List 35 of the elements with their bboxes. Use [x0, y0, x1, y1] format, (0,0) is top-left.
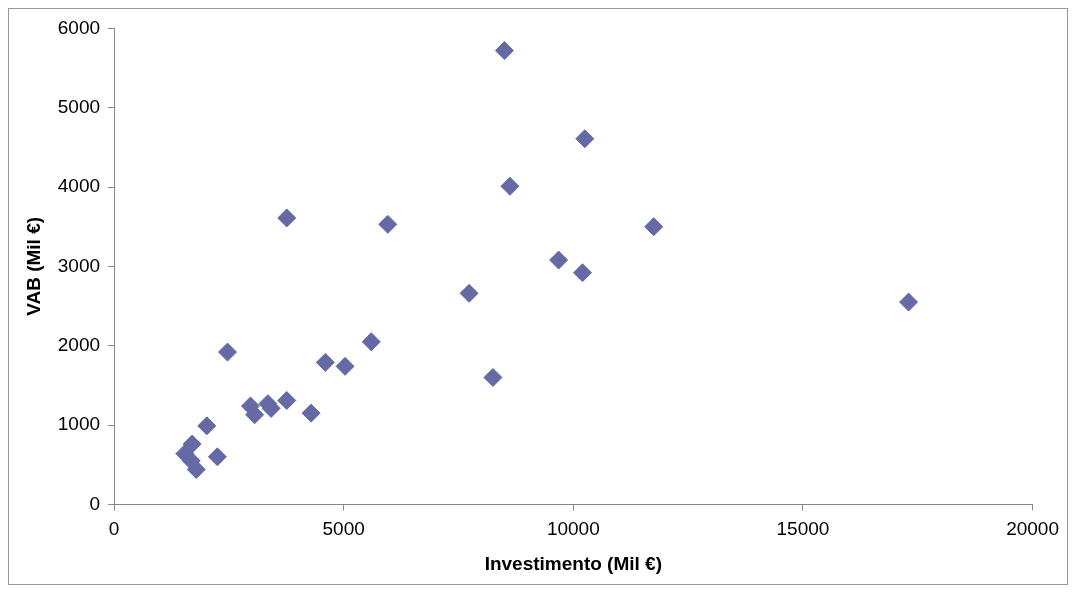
point [483, 367, 503, 387]
point [301, 403, 321, 423]
y-tick-label: 1000 [57, 413, 101, 435]
y-axis-title: VAB (Mil €) [22, 216, 44, 316]
x-tick-label: 0 [108, 518, 120, 540]
x-tick-label: 10000 [546, 518, 600, 540]
point [500, 176, 520, 196]
point [315, 352, 335, 372]
x-tick-label: 15000 [776, 518, 830, 540]
y-tick-label: 5000 [57, 95, 101, 117]
y-tick-label: 4000 [57, 175, 101, 197]
x-tick-label: 5000 [322, 518, 365, 540]
point [378, 214, 398, 234]
point [549, 250, 569, 270]
point [335, 356, 355, 376]
point [182, 434, 202, 454]
point [575, 129, 595, 149]
point [197, 416, 217, 436]
y-tick-label: 2000 [57, 333, 101, 355]
point [277, 390, 297, 410]
point [644, 217, 664, 237]
point [494, 41, 514, 61]
point [218, 342, 237, 362]
point [459, 283, 479, 303]
point [207, 447, 227, 467]
point [277, 208, 297, 228]
point [245, 405, 265, 425]
point [361, 332, 381, 352]
y-tick-label: 6000 [57, 16, 101, 38]
point [573, 263, 593, 283]
x-tick-label: 20000 [1006, 518, 1059, 540]
y-tick-label: 0 [89, 492, 101, 514]
y-tick-label: 3000 [57, 254, 101, 276]
x-axis-title: Investimento (Mil €) [484, 552, 662, 574]
point [899, 292, 919, 312]
